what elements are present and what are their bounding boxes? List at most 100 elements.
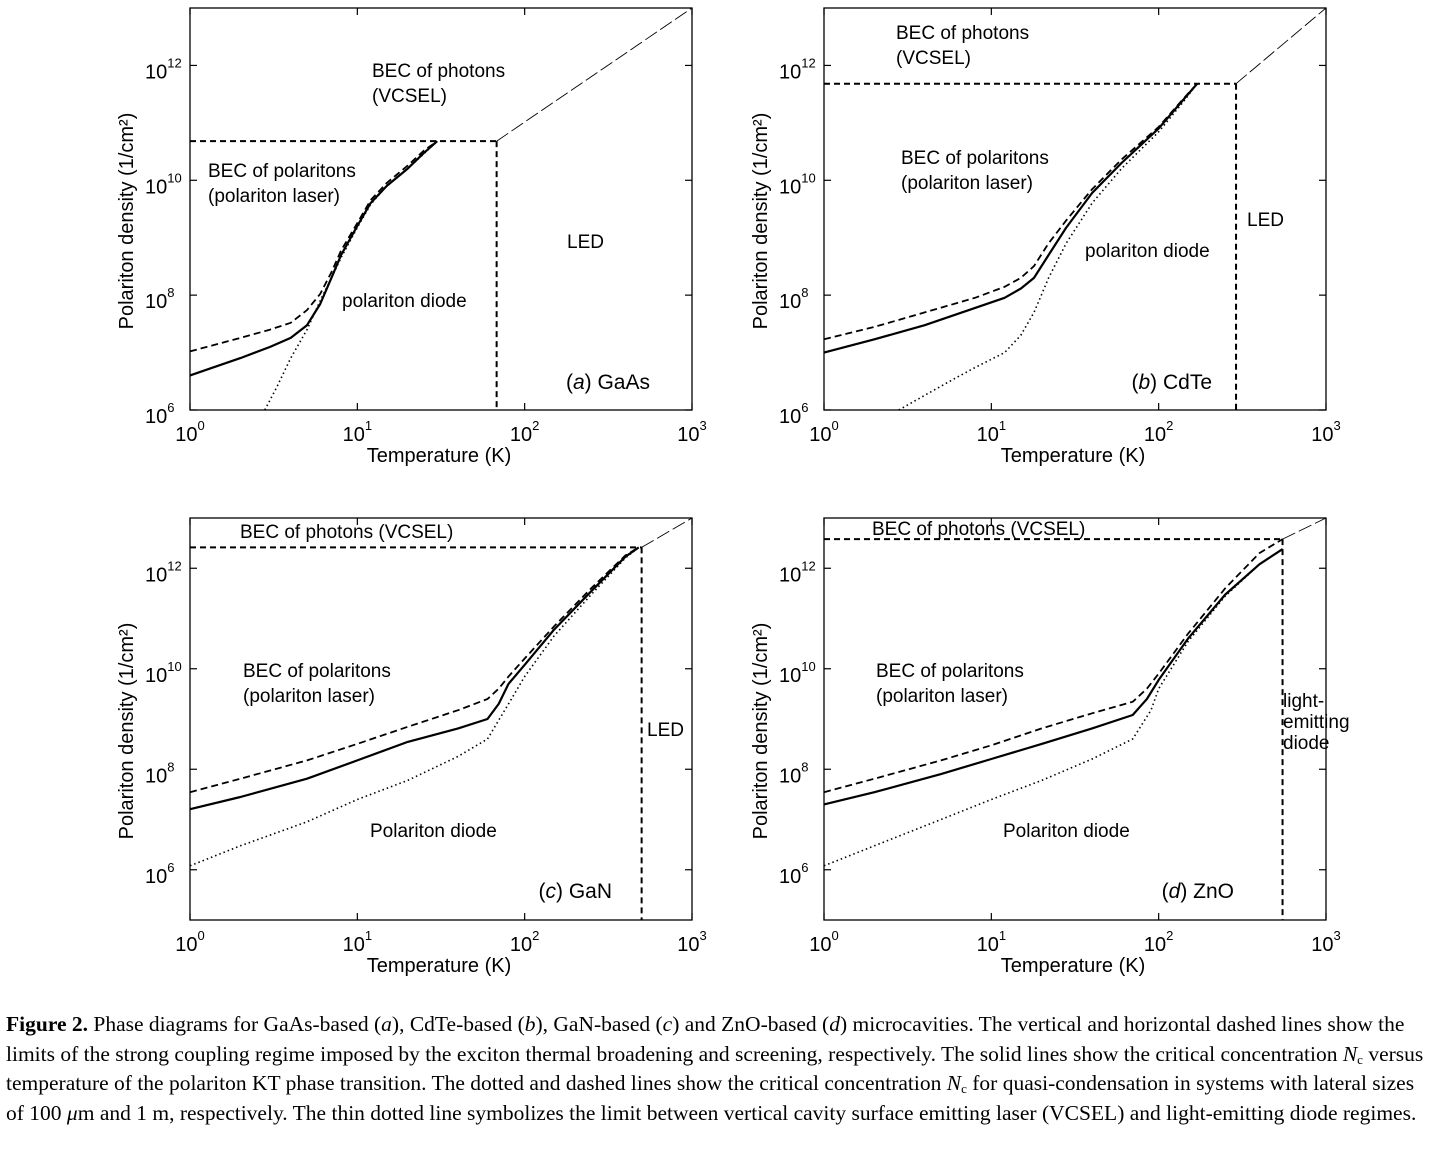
y-tick-label: 1012	[779, 55, 816, 83]
y-tick-label: 108	[145, 285, 174, 313]
x-tick-label: 101	[343, 418, 372, 446]
x-tick-label: 102	[1144, 928, 1173, 956]
series-line	[823, 83, 1198, 341]
series-line	[641, 517, 693, 548]
x-tick-label: 100	[809, 418, 838, 446]
series-line	[823, 82, 1199, 354]
caption-segment: ), GaN-based (	[535, 1012, 663, 1036]
panel-tag: (c) GaN	[538, 880, 612, 903]
panel-tag: (d) ZnO	[1162, 880, 1234, 903]
x-tick-label: 102	[510, 418, 539, 446]
x-axis-label: Temperature (K)	[1001, 955, 1146, 977]
y-axis-label: Polariton density (1/cm²)	[750, 623, 772, 840]
series-line	[823, 548, 1284, 806]
region-label: LED	[647, 720, 684, 741]
region-label: BEC of polaritons (polariton laser)	[243, 661, 391, 707]
y-tick-label: 1010	[145, 170, 182, 198]
series-line	[189, 546, 640, 811]
x-tick-label: 101	[977, 418, 1006, 446]
region-label: light-emitting diode	[1283, 691, 1350, 754]
caption-segment: c	[662, 1012, 673, 1036]
caption-segment: m and 1 m, respectively. The thin dotted…	[77, 1100, 1417, 1125]
region-label: polariton diode	[1085, 241, 1210, 262]
region-label: Polariton diode	[1003, 821, 1130, 842]
y-tick-label: 1012	[779, 558, 816, 586]
caption-segment: N	[1342, 1041, 1358, 1066]
x-tick-label: 103	[677, 928, 706, 956]
region-label: BEC of polaritons (polariton laser)	[901, 148, 1049, 194]
caption-segment: versus temperature of the polariton KT p…	[6, 1041, 1424, 1096]
caption-segment: ) and ZnO-based (	[672, 1012, 830, 1036]
plot-frame	[823, 7, 1327, 411]
region-label: LED	[1247, 210, 1284, 231]
plot-frame	[189, 7, 693, 411]
y-axis-label: Polariton density (1/cm²)	[116, 623, 138, 840]
series-line	[189, 546, 640, 794]
y-tick-label: 1010	[779, 170, 816, 198]
region-label: BEC of photons (VCSEL)	[240, 522, 453, 543]
x-tick-label: 101	[977, 928, 1006, 956]
y-tick-label: 106	[779, 860, 808, 888]
chart-panel-b: 100 101 102 103 106 108 1010 1012 Temperature (K…	[750, 7, 1341, 467]
caption-segment: ) microcavities. The vertical and horizo…	[6, 1012, 1405, 1066]
y-tick-label: 108	[779, 759, 808, 787]
x-tick-label: 103	[677, 418, 706, 446]
region-label: BEC of photons (VCSEL)	[372, 61, 505, 107]
region-label: BEC of photons (VCSEL)	[896, 23, 1029, 69]
x-axis-label: Temperature (K)	[367, 445, 512, 467]
y-tick-label: 106	[145, 860, 174, 888]
x-tick-label: 102	[1144, 418, 1173, 446]
series-line	[189, 140, 438, 377]
series-line	[1235, 7, 1327, 85]
x-tick-label: 102	[510, 928, 539, 956]
y-tick-label: 108	[779, 285, 808, 313]
y-axis-label: Polariton density (1/cm²)	[750, 113, 772, 330]
region-label: BEC of photons (VCSEL)	[872, 519, 1085, 540]
x-axis-label: Temperature (K)	[1001, 445, 1146, 467]
caption-segment: a	[381, 1012, 392, 1036]
caption-segment: d	[829, 1012, 840, 1036]
region-label: polariton diode	[342, 291, 467, 312]
series-line	[898, 83, 1198, 411]
y-axis-label: Polariton density (1/cm²)	[116, 113, 138, 330]
caption-segment: μ	[66, 1100, 78, 1125]
caption-segment: N	[946, 1071, 962, 1095]
x-tick-label: 103	[1311, 418, 1340, 446]
figure-caption: Figure 2. Phase diagrams for GaAs-based …	[6, 1010, 1432, 1128]
caption-segment: b	[524, 1012, 536, 1036]
y-tick-label: 1010	[145, 659, 182, 687]
chart-panel-d: 100 101 102 103 106 108 1010 1012 Temperature (K…	[750, 517, 1350, 977]
chart-panel-a: 100 101 102 103 106 108 1010 1012 Temperature (K…	[116, 7, 707, 467]
caption-text: Phase diagrams for GaAs-based (a), CdTe-…	[6, 1012, 1423, 1125]
y-tick-label: 108	[145, 759, 174, 787]
caption-segment: Phase diagrams for GaAs-based (	[88, 1012, 382, 1036]
y-tick-label: 106	[145, 400, 174, 428]
panel-tag: (b) CdTe	[1131, 371, 1212, 394]
y-tick-label: 1012	[145, 558, 182, 586]
region-label: Polariton diode	[370, 821, 497, 842]
x-tick-label: 100	[809, 928, 838, 956]
caption-label: Figure 2.	[6, 1012, 89, 1036]
x-tick-label: 101	[343, 928, 372, 956]
x-tick-label: 103	[1311, 928, 1340, 956]
series-line	[1282, 517, 1327, 540]
series-line	[823, 548, 1284, 867]
region-label: BEC of polaritons (polariton laser)	[876, 661, 1024, 707]
x-tick-label: 100	[175, 418, 204, 446]
chart-panel-c: 100 101 102 103 106 108 1010 1012 Temperature (K…	[116, 517, 707, 977]
series-line	[823, 538, 1284, 794]
panel-tag: (a) GaAs	[566, 371, 650, 394]
y-tick-label: 1012	[145, 55, 182, 83]
caption-segment: ), CdTe-based (	[391, 1012, 525, 1036]
y-tick-label: 1010	[779, 659, 816, 687]
caption-segment: for quasi-condensation in systems with l…	[6, 1071, 1415, 1125]
x-axis-label: Temperature (K)	[367, 955, 512, 977]
region-label: LED	[567, 232, 604, 253]
plot-frame	[189, 517, 693, 921]
series-line	[496, 7, 693, 142]
series-line	[189, 140, 438, 353]
region-label: BEC of polaritons (polariton laser)	[208, 161, 356, 207]
caption-segment: c	[1357, 1051, 1363, 1067]
y-tick-label: 106	[779, 400, 808, 428]
